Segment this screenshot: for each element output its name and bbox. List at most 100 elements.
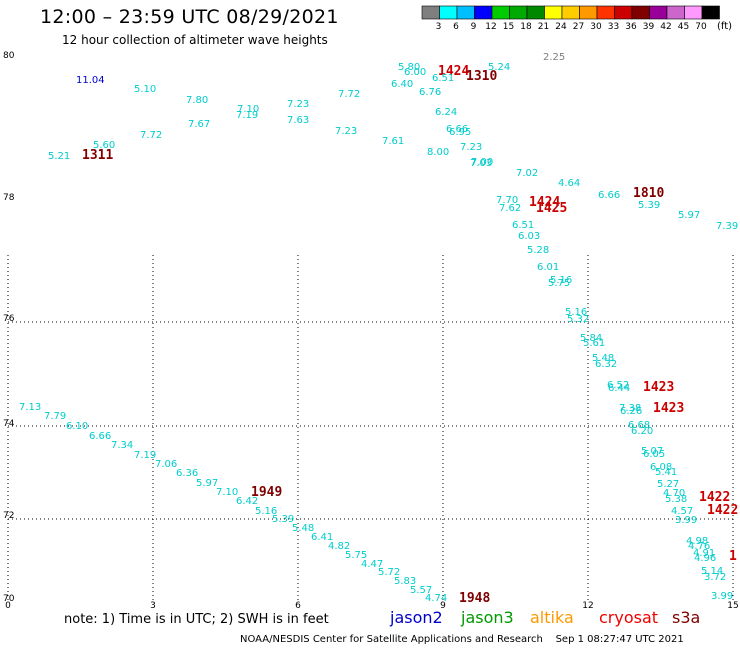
wave-height-label: 6.10: [66, 421, 88, 432]
colorbar-swatch: [649, 5, 668, 20]
wave-height-label: 7.61: [382, 136, 404, 147]
legend-jason2-label: jason2: [390, 608, 443, 627]
map-subtitle: 12 hour collection of altimeter wave hei…: [62, 33, 328, 47]
colorbar-swatch: [596, 5, 615, 20]
wave-height-label: 6.41: [311, 532, 333, 543]
pass-time-label: 1424: [438, 64, 469, 79]
colorbar-label: 30: [590, 22, 602, 32]
wave-height-label: 5.61: [583, 338, 605, 349]
colorbar-label: 6: [453, 22, 459, 32]
colorbar-label: 70: [695, 22, 707, 32]
wave-height-label: 7.38: [619, 403, 641, 414]
colorbar-unit: (ft): [717, 21, 733, 32]
colorbar-swatch: [614, 5, 633, 20]
wave-height-label: 5.97: [196, 478, 218, 489]
wave-height-label: 6.44: [608, 383, 630, 394]
pass-time-label: 1: [729, 549, 737, 564]
wave-height-label: 5.60: [93, 140, 115, 151]
legend-note: note: 1) Time is in UTC; 2) SWH is in fe…: [64, 612, 329, 627]
legend-altika: altika: [530, 608, 574, 627]
legend-altika-label: altika: [530, 608, 574, 627]
wave-height-label: 6.03: [518, 231, 540, 242]
pass-time-label: 1425: [536, 201, 567, 216]
wave-height-label: 6.08: [650, 462, 672, 473]
generated-timestamp: Sep 1 08:27:47 UTC 2021: [555, 634, 684, 645]
colorbar-swatch: [684, 5, 703, 20]
wave-height-label: 7.00: [471, 157, 493, 168]
wave-height-label: 7.02: [516, 168, 538, 179]
grid-lines: [7, 255, 734, 600]
x-tick-label: 0: [5, 601, 11, 611]
colorbar-swatch: [631, 5, 650, 20]
wave-height-label: 6.32: [595, 359, 617, 370]
colorbar-label: 24: [555, 22, 567, 32]
wave-height-label: 6.26: [620, 406, 642, 417]
wave-height-label: 4.64: [558, 178, 580, 189]
x-tick-label: 3: [150, 601, 156, 611]
colorbar-label: 21: [538, 22, 549, 32]
colorbar-swatch: [421, 5, 440, 20]
wave-height-label: 5.14: [701, 566, 723, 577]
pass-time-label: 1423: [643, 380, 674, 395]
colorbar-swatch: [561, 5, 580, 20]
x-tick-label: 12: [582, 601, 593, 611]
colorbar-label: 39: [643, 22, 655, 32]
wave-height-label: 7.79: [44, 411, 66, 422]
wave-height-label: 7.06: [155, 459, 177, 470]
wave-height-label: 6.20: [631, 426, 653, 437]
pass-time-label: 1949: [251, 485, 282, 500]
wave-height-label: 3.72: [704, 572, 726, 583]
wave-height-label: 4.91: [693, 548, 715, 559]
wave-height-label: 5.97: [678, 210, 700, 221]
wave-height-label: 5.41: [655, 467, 677, 478]
legend-jason3: jason3: [461, 608, 514, 627]
wave-height-label: 7.39: [716, 221, 738, 232]
wave-height-label: 7.23: [460, 142, 482, 153]
wave-height-label: 11.04: [76, 75, 105, 86]
wave-height-label: 6.01: [537, 262, 559, 273]
wave-height-label: 7.34: [111, 440, 133, 451]
wave-height-label: 6.66: [598, 190, 620, 201]
wave-height-label: 6.68: [628, 420, 650, 431]
pass-time-label: 1310: [466, 69, 497, 84]
wave-height-label: 5.75: [548, 278, 570, 289]
wave-height-label: 4.57: [671, 506, 693, 517]
wave-height-label: 4.47: [361, 559, 383, 570]
wave-height-label: 6.05: [643, 449, 665, 460]
colorbar-label: 3: [436, 22, 442, 32]
wave-height-label: 4.70: [663, 488, 685, 499]
pass-time-label: 1422: [699, 490, 730, 505]
pass-time-label: 1423: [653, 401, 684, 416]
legend-cryosat-label: cryosat: [599, 608, 659, 627]
credit-text: NOAA/NESDIS Center for Satellite Applica…: [240, 634, 543, 645]
legend-jason3-label: jason3: [461, 608, 514, 627]
wave-height-label: 7.62: [499, 203, 521, 214]
wave-height-label: 5.48: [592, 353, 614, 364]
colorbar-label: 42: [660, 22, 671, 32]
wave-height-label: 5.48: [292, 523, 314, 534]
y-tick-label: 74: [3, 419, 15, 429]
x-tick-label: 6: [295, 601, 301, 611]
colorbar-swatch: [456, 5, 475, 20]
wave-height-label: 4.82: [328, 541, 350, 552]
x-tick-label: 9: [440, 601, 446, 611]
y-tick-label: 76: [3, 314, 15, 324]
wave-height-label: 5.84: [580, 333, 602, 344]
wave-height-label: 6.00: [404, 67, 426, 78]
colorbar-label: 12: [485, 22, 496, 32]
wave-height-label: 3.99: [675, 515, 697, 526]
wave-height-label: 7.19: [236, 110, 258, 121]
wave-height-label: 6.66: [446, 124, 468, 135]
pass-time-label: 1311: [82, 148, 113, 163]
y-tick-label: 78: [3, 193, 15, 203]
wave-height-label: 2.25: [543, 52, 565, 63]
wave-height-label: 6.51: [432, 73, 454, 84]
wave-height-label: 5.16: [565, 307, 587, 318]
wave-height-label: 5.72: [378, 567, 400, 578]
pass-time-label: 1422: [707, 503, 738, 518]
wave-height-label: 7.72: [140, 130, 162, 141]
colorbar-swatch: [526, 5, 545, 20]
wave-height-label: 5.28: [527, 245, 549, 256]
wave-height-label: 7.63: [287, 115, 309, 126]
legend-s3a-label: s3a: [672, 608, 701, 627]
